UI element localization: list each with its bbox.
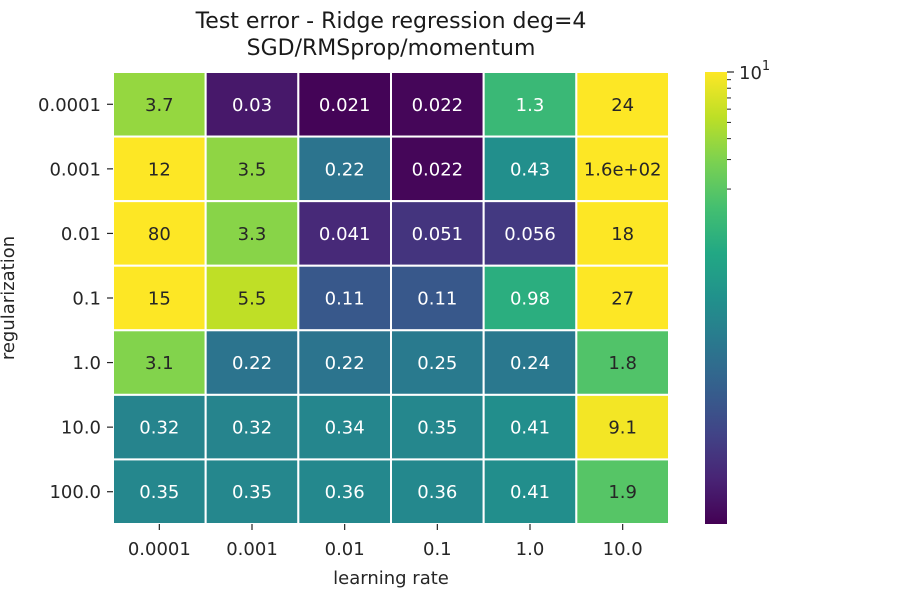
cell-value-label: 0.022 [412, 159, 464, 180]
y-axis-label: regularization [0, 236, 19, 360]
cell-value-label: 9.1 [608, 418, 637, 439]
heatmap-cells: 3.7 0.03 0.021 0.022 1.3 24 12 3.5 0.22 0.022 0.43… [112, 71, 670, 525]
cell-value-label: 3.3 [238, 224, 267, 245]
y-tick-label: 10.0 [61, 418, 101, 439]
cell-value-label: 0.35 [232, 482, 272, 503]
x-tick-label: 1.0 [516, 539, 545, 560]
y-tick-label: 1.0 [72, 353, 101, 374]
cell-value-label: 1.8 [608, 353, 637, 374]
cell-value-label: 24 [611, 95, 634, 116]
heatmap-cell [297, 329, 393, 396]
cell-value-label: 0.35 [417, 418, 457, 439]
cell-value-label: 3.1 [145, 353, 174, 374]
heatmap-cell [575, 200, 670, 267]
x-tick-label: 0.1 [423, 539, 452, 560]
heatmap-cell [204, 458, 300, 525]
cell-value-label: 0.34 [325, 418, 365, 439]
heatmap-cell [390, 135, 485, 203]
y-tick-label: 0.01 [61, 224, 101, 245]
x-axis-ticks: 0.0001 0.001 0.01 0.1 1.0 10.0 [128, 524, 643, 560]
cell-value-label: 0.24 [510, 353, 550, 374]
x-tick-label: 0.01 [325, 539, 365, 560]
heatmap-cell [112, 393, 207, 461]
heatmap-cell [204, 393, 300, 461]
cell-value-label: 0.41 [510, 482, 550, 503]
heatmap-cell [112, 200, 207, 267]
heatmap-cell [297, 393, 393, 461]
heatmap-cell [575, 329, 670, 396]
heatmap-cell [482, 264, 578, 332]
cell-value-label: 0.021 [319, 95, 371, 116]
heatmap-cell [112, 135, 207, 203]
y-axis-ticks: 0.0001 0.001 0.01 0.1 1.0 10.0 100.0 [38, 95, 113, 503]
heatmap-cell [482, 458, 578, 525]
heatmap-cell [575, 458, 670, 525]
cell-value-label: 1.6e+02 [584, 159, 662, 180]
colorbar-gradient [705, 72, 727, 524]
cell-value-label: 0.11 [417, 289, 457, 310]
cell-value-label: 80 [148, 224, 171, 245]
cell-value-label: 15 [148, 289, 171, 310]
cell-value-label: 0.056 [504, 224, 556, 245]
heatmap-cell [390, 458, 485, 525]
cell-value-label: 0.98 [510, 289, 550, 310]
heatmap-cell [390, 329, 485, 396]
x-tick-label: 0.001 [226, 539, 278, 560]
cell-value-label: 0.22 [232, 353, 272, 374]
cell-value-label: 0.32 [139, 418, 179, 439]
heatmap-cell [482, 200, 578, 267]
cell-value-label: 0.22 [325, 353, 365, 374]
heatmap-cell [575, 135, 670, 203]
x-tick-label: 0.0001 [128, 539, 191, 560]
x-axis-label: learning rate [333, 568, 449, 589]
cell-value-label: 0.022 [412, 95, 464, 116]
cell-value-label: 0.03 [232, 95, 272, 116]
y-tick-label: 0.0001 [38, 95, 101, 116]
heatmap-cell [575, 264, 670, 332]
cell-value-label: 0.22 [325, 159, 365, 180]
heatmap-cell [482, 393, 578, 461]
cell-value-label: 12 [148, 159, 171, 180]
heatmap-cell [482, 71, 578, 138]
chart-subtitle: SGD/RMSprop/momentum [246, 36, 536, 61]
cell-value-label: 0.43 [510, 159, 550, 180]
cell-value-label: 0.11 [325, 289, 365, 310]
colorbar: 101 [705, 59, 770, 524]
y-tick-label: 0.001 [49, 159, 101, 180]
cell-value-label: 27 [611, 289, 634, 310]
cell-value-label: 0.41 [510, 418, 550, 439]
y-tick-label: 100.0 [49, 482, 101, 503]
cell-value-label: 3.7 [145, 95, 174, 116]
cell-value-label: 1.9 [608, 482, 637, 503]
cell-value-label: 0.32 [232, 418, 272, 439]
cell-value-label: 3.5 [238, 159, 267, 180]
cell-value-label: 0.35 [139, 482, 179, 503]
colorbar-tick-label: 101 [739, 59, 770, 84]
cell-value-label: 0.25 [417, 353, 457, 374]
heatmap-cell [204, 200, 300, 267]
cell-value-label: 0.041 [319, 224, 371, 245]
cell-value-label: 18 [611, 224, 634, 245]
chart-title: Test error - Ridge regression deg=4 [195, 9, 587, 34]
cell-value-label: 0.36 [325, 482, 365, 503]
y-tick-label: 0.1 [72, 289, 101, 310]
cell-value-label: 1.3 [516, 95, 545, 116]
cell-value-label: 5.5 [238, 289, 267, 310]
heatmap-cell [575, 71, 670, 138]
heatmap-cell [204, 135, 300, 203]
heatmap-cell [575, 393, 670, 461]
cell-value-label: 0.051 [412, 224, 464, 245]
heatmap-cell [204, 329, 300, 396]
x-tick-label: 10.0 [603, 539, 643, 560]
cell-value-label: 0.36 [417, 482, 457, 503]
